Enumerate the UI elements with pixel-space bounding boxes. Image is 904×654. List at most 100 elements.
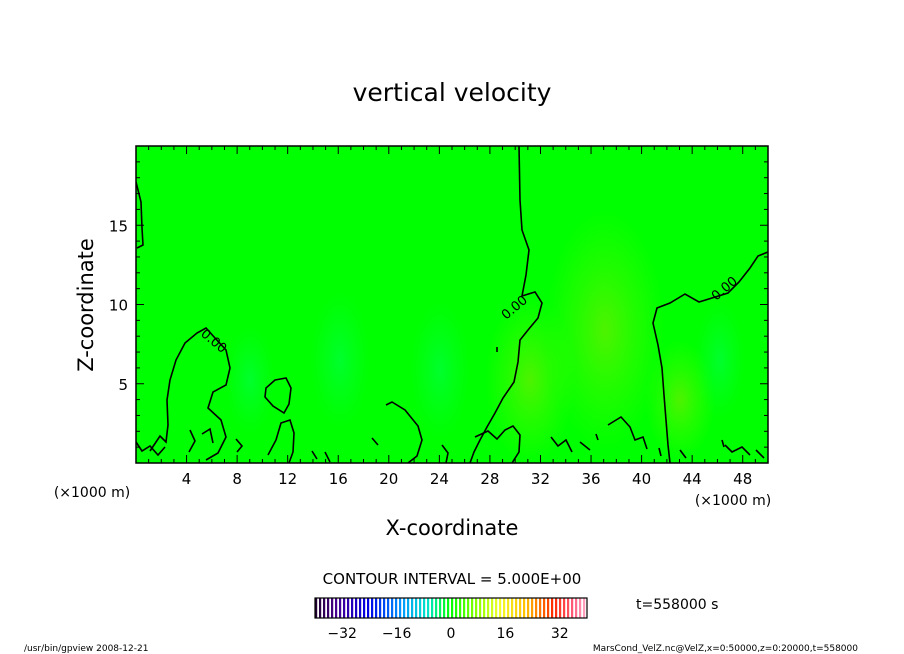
- colorbar-stripe: [339, 598, 342, 618]
- colorbar-stripe: [443, 598, 446, 618]
- contour-right-plume: [652, 251, 768, 463]
- colorbar-stripe: [579, 598, 582, 618]
- colorbar-stripe: [455, 598, 458, 618]
- colorbar-stripe: [407, 598, 410, 618]
- x-tick-label: 44: [683, 470, 702, 488]
- colorbar-frame: [314, 597, 588, 619]
- colorbar-stripe: [347, 598, 350, 618]
- colorbar-stripe: [375, 598, 378, 618]
- colorbar-stripe: [383, 598, 386, 618]
- y-tick-label: 10: [109, 297, 128, 315]
- x-tick-label: 16: [329, 470, 348, 488]
- colorbar-stripe: [523, 598, 526, 618]
- colorbar-stripe: [387, 598, 390, 618]
- colorbar-stripe: [563, 598, 566, 618]
- colorbar-stripe: [439, 598, 442, 618]
- colorbar-stripe: [355, 598, 358, 618]
- colorbar-stripe: [315, 598, 318, 618]
- x-tick-label: 12: [278, 470, 297, 488]
- y-axis-ticks: 5 10 15: [109, 161, 768, 448]
- colorbar-tick-label: 32: [551, 626, 569, 642]
- colorbar-ticks: −32 −16 0 16 32: [327, 626, 568, 642]
- colorbar-stripe: [351, 598, 354, 618]
- x-tick-label: 36: [581, 470, 600, 488]
- x-tick-label: 48: [733, 470, 752, 488]
- x-axis-ticks: 4 8 12 16 20 24 28 32 36 40 44 48: [148, 146, 756, 488]
- colorbar-stripe: [507, 598, 510, 618]
- colorbar-stripe: [423, 598, 426, 618]
- colorbar-stripe: [323, 598, 326, 618]
- colorbar-tick-label: −16: [382, 626, 412, 642]
- colorbar-stripe: [575, 598, 578, 618]
- y-axis-label: Z-coordinate: [74, 238, 98, 372]
- colorbar-stripe: [427, 598, 430, 618]
- y-tick-label: 5: [118, 376, 128, 394]
- colorbar-tick-label: 0: [447, 626, 456, 642]
- chart-title: vertical velocity: [353, 78, 552, 107]
- y-tick-label: 15: [109, 217, 128, 235]
- colorbar-stripe: [367, 598, 370, 618]
- colorbar-stripe: [487, 598, 490, 618]
- colorbar-stripe: [363, 598, 366, 618]
- time-label: t=558000 s: [636, 597, 718, 613]
- footer-right: MarsCond_VelZ.nc@VelZ,x=0:50000,z=0:2000…: [593, 644, 858, 654]
- colorbar-stripe: [499, 598, 502, 618]
- x-tick-label: 32: [531, 470, 550, 488]
- contour-mid-low: [385, 401, 423, 463]
- colorbar-stripe: [551, 598, 554, 618]
- contour-small-marks: [496, 347, 725, 457]
- colorbar-stripe: [431, 598, 434, 618]
- colorbar-stripe: [519, 598, 522, 618]
- colorbar-stripe: [503, 598, 506, 618]
- colorbar-stripe: [415, 598, 418, 618]
- colorbar-stripe: [483, 598, 486, 618]
- x-tick-label: 28: [480, 470, 499, 488]
- colorbar-stripe: [535, 598, 538, 618]
- colorbar-stripe: [495, 598, 498, 618]
- contour-left-edge: [136, 181, 144, 249]
- colorbar-stripe: [567, 598, 570, 618]
- zero-contours: [136, 146, 768, 463]
- colorbar-stripe: [319, 598, 322, 618]
- colorbar-stripe: [343, 598, 346, 618]
- contour-blob-12: [264, 377, 292, 415]
- x-axis-label: X-coordinate: [386, 516, 519, 540]
- contour-left-low: [267, 418, 295, 463]
- colorbar-stripe: [411, 598, 414, 618]
- colorbar-stripe: [539, 598, 542, 618]
- colorbar-stripes: [315, 598, 586, 618]
- colorbar-stripe: [571, 598, 574, 618]
- colorbar-stripe: [459, 598, 462, 618]
- x-tick-label: 4: [182, 470, 192, 488]
- x-tick-label: 40: [632, 470, 651, 488]
- colorbar-stripe: [371, 598, 374, 618]
- colorbar-stripe: [451, 598, 454, 618]
- colorbar-stripe: [359, 598, 362, 618]
- colorbar-stripe: [471, 598, 474, 618]
- colorbar-stripe: [479, 598, 482, 618]
- colorbar-stripe: [447, 598, 450, 618]
- colorbar-stripe: [331, 598, 334, 618]
- colorbar-stripe: [435, 598, 438, 618]
- colorbar-stripe: [379, 598, 382, 618]
- x-tick-label: 24: [430, 470, 449, 488]
- contour-main-plume: [469, 146, 543, 463]
- colorbar-stripe: [555, 598, 558, 618]
- colorbar: −32 −16 0 16 32: [314, 597, 588, 642]
- x-tick-label: 20: [379, 470, 398, 488]
- colorbar-stripe: [559, 598, 562, 618]
- colorbar-stripe: [543, 598, 546, 618]
- colorbar-stripe: [403, 598, 406, 618]
- colorbar-stripe: [419, 598, 422, 618]
- colorbar-stripe: [475, 598, 478, 618]
- x-unit-label: (×1000 m): [695, 493, 771, 509]
- colorbar-stripe: [399, 598, 402, 618]
- colorbar-stripe: [467, 598, 470, 618]
- colorbar-stripe: [335, 598, 338, 618]
- colorbar-stripe: [511, 598, 514, 618]
- colorbar-stripe: [395, 598, 398, 618]
- contour-bottom-ripples: [136, 415, 765, 463]
- colorbar-stripe: [527, 598, 530, 618]
- colorbar-stripe: [547, 598, 550, 618]
